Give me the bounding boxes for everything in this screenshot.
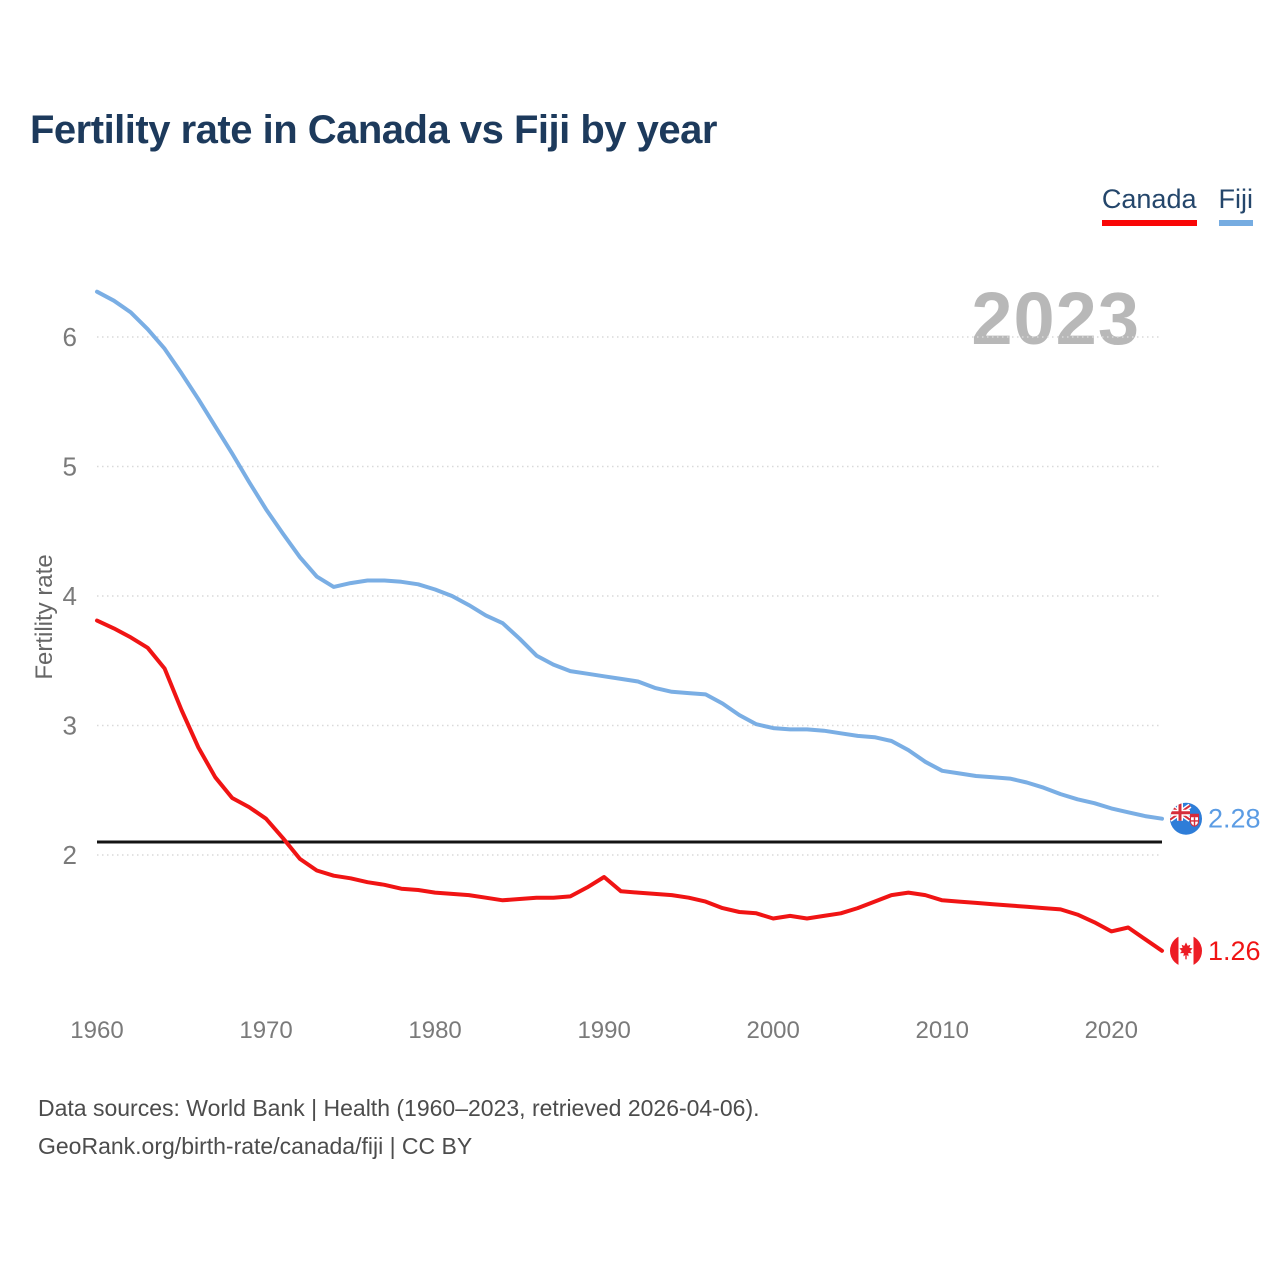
footer-attribution-line: GeoRank.org/birth-rate/canada/fiji | CC … — [38, 1133, 473, 1159]
legend-item-fiji[interactable]: Fiji — [1218, 184, 1253, 226]
y-tick-label: 3 — [63, 711, 77, 741]
y-tick-label: 6 — [63, 322, 77, 352]
chart-title: Fertility rate in Canada vs Fiji by year — [30, 108, 717, 152]
footer-source-line: Data sources: World Bank | Health (1960–… — [38, 1095, 760, 1121]
canada-end-value: 1.26 — [1208, 936, 1261, 966]
year-watermark: 2023 — [971, 277, 1140, 360]
series-lines — [95, 289, 1164, 953]
y-tick-label: 4 — [63, 581, 77, 611]
x-tick-label: 2010 — [916, 1017, 969, 1044]
fiji-end-value: 2.28 — [1208, 804, 1261, 834]
legend-item-canada[interactable]: Canada — [1101, 184, 1197, 226]
legend: Canada Fiji — [1101, 184, 1253, 226]
axis-tick-labels: 2 3 4 5 6 1960 1970 1980 1990 2000 2010 2020 — [63, 322, 1138, 1044]
fiji-flag-icon — [1170, 802, 1202, 835]
x-tick-label: 1990 — [577, 1017, 630, 1044]
y-tick-label: 5 — [63, 452, 77, 482]
x-tick-label: 2000 — [746, 1017, 799, 1044]
x-tick-label: 1980 — [408, 1017, 461, 1044]
x-tick-label: 2020 — [1085, 1017, 1138, 1044]
canada-flag-icon — [1170, 934, 1202, 967]
end-labels: 2.28 1.26 — [1170, 802, 1261, 967]
series-line-fiji — [95, 289, 1164, 821]
x-tick-label: 1970 — [239, 1017, 292, 1044]
x-tick-label: 1960 — [70, 1017, 123, 1044]
series-line-canada — [95, 618, 1164, 953]
footer: Data sources: World Bank | Health (1960–… — [38, 1089, 760, 1165]
y-tick-label: 2 — [63, 840, 77, 870]
